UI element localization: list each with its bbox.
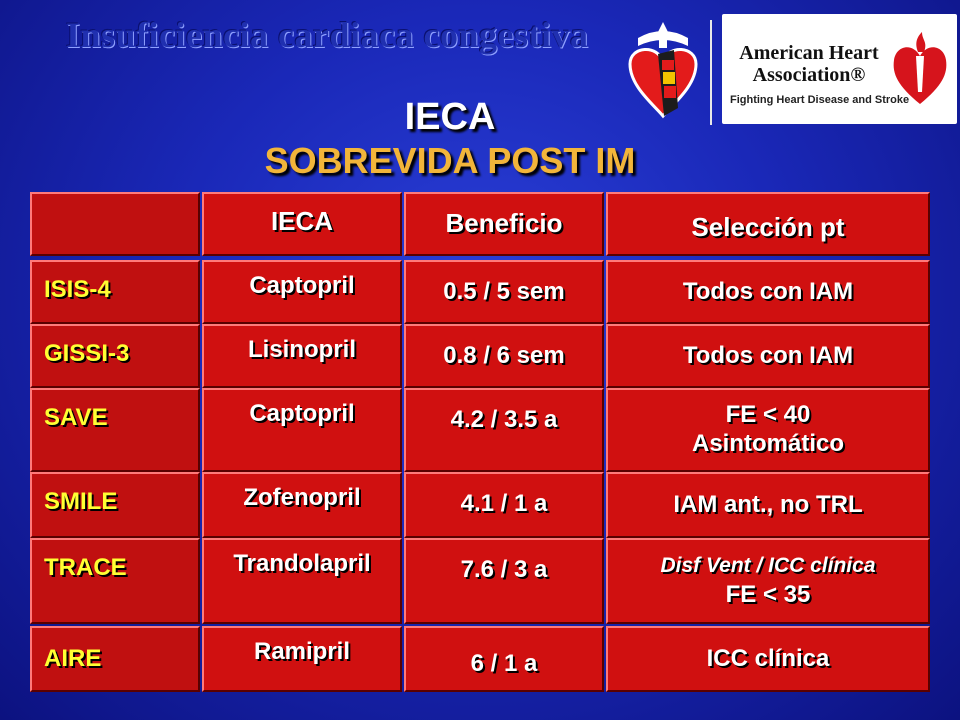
heart-torch-icon: [893, 32, 947, 104]
aha-tagline: Fighting Heart Disease and Stroke: [730, 94, 910, 106]
selection-line: FE < 35: [725, 581, 811, 608]
benefit-cell: 4.2 / 3.5 a: [404, 388, 604, 472]
drug-cell: Lisinopril: [202, 324, 402, 388]
drug-cell: Zofenopril: [202, 472, 402, 538]
logo-divider: [710, 20, 712, 125]
aha-name: American Heart Association®: [739, 42, 879, 86]
trial-smile: SMILE: [30, 472, 200, 538]
selection-cell: ICC clínica: [606, 626, 930, 692]
trial-trace: TRACE: [30, 538, 200, 624]
drug-cell: Trandolapril: [202, 538, 402, 624]
benefit-cell: 7.6 / 3 a: [404, 538, 604, 624]
selection-line: Todos con IAM: [682, 278, 854, 305]
selection-cell: FE < 40 Asintomático: [606, 388, 930, 472]
selection-line: FE < 40: [725, 401, 811, 428]
aha-name-line2: Association: [752, 64, 851, 86]
benefit-cell: 6 / 1 a: [404, 626, 604, 692]
slide-title: IECA: [404, 96, 496, 138]
benefit-cell: 0.8 / 6 sem: [404, 324, 604, 388]
trial-save: SAVE: [30, 388, 200, 472]
slide-subtitle: SOBREVIDA POST IM: [264, 140, 636, 181]
aha-logo: American Heart Association® Fighting Hea…: [722, 14, 957, 124]
benefit-cell: 4.1 / 1 a: [404, 472, 604, 538]
drug-cell: Ramipril: [202, 626, 402, 692]
header-corner-cell: [30, 192, 200, 256]
header-seleccion: Selección pt: [606, 192, 930, 256]
selection-line: Disf Vent / ICC clínica: [660, 554, 876, 577]
selection-cell: Todos con IAM: [606, 324, 930, 388]
society-seal-logo: [628, 22, 698, 119]
selection-line: ICC clínica: [706, 645, 830, 672]
trial-gissi-3: GISSI-3: [30, 324, 200, 388]
benefit-cell: 0.5 / 5 sem: [404, 260, 604, 324]
trial-aire: AIRE: [30, 626, 200, 692]
selection-line: IAM ant., no TRL: [673, 491, 863, 518]
selection-cell: Disf Vent / ICC clínica FE < 35: [606, 538, 930, 624]
selection-line: Todos con IAM: [682, 342, 854, 369]
drug-cell: Captopril: [202, 388, 402, 472]
header-ieca: IECA: [202, 192, 402, 256]
selection-line: Asintomático: [691, 430, 844, 457]
topic-title: Insuficiencia cardiaca congestiva: [66, 15, 589, 55]
aha-name-line1: American Heart: [739, 42, 879, 64]
drug-cell: Captopril: [202, 260, 402, 324]
selection-cell: Todos con IAM: [606, 260, 930, 324]
selection-cell: IAM ant., no TRL: [606, 472, 930, 538]
header-beneficio: Beneficio: [404, 192, 604, 256]
trial-isis-4: ISIS-4: [30, 260, 200, 324]
